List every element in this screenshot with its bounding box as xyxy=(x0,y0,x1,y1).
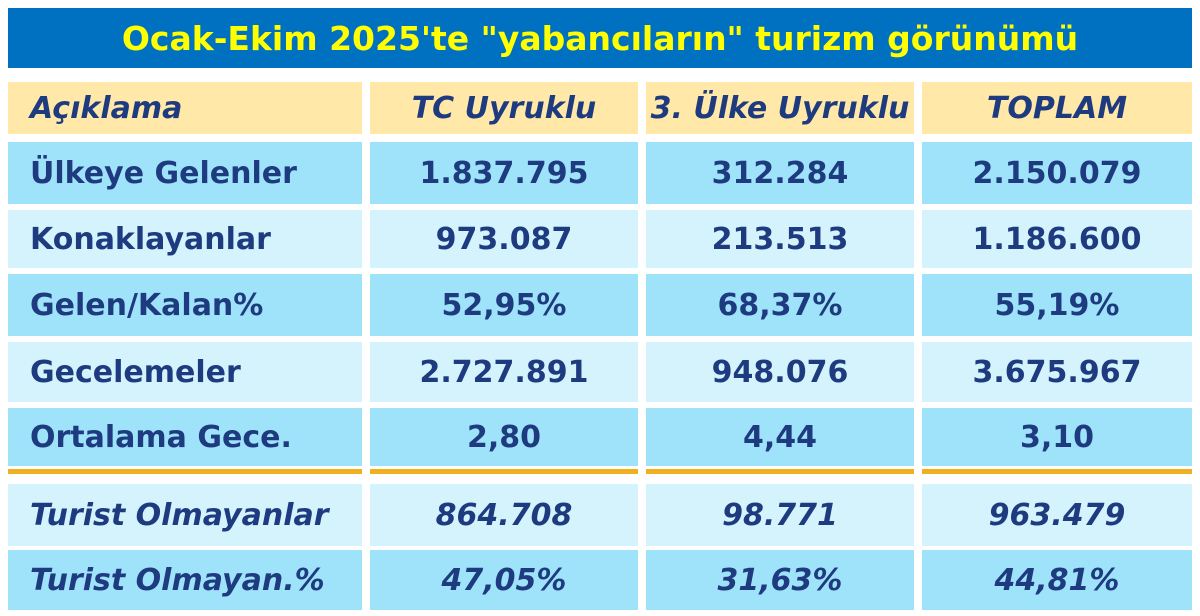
header-cell: Açıklama xyxy=(8,82,362,134)
separator xyxy=(8,469,362,474)
separator xyxy=(922,469,1192,474)
table-cell: 31,63% xyxy=(646,550,914,610)
table-cell: 4,44 xyxy=(646,408,914,466)
table-cell: 2.727.891 xyxy=(370,342,638,402)
table-cell: 963.479 xyxy=(922,484,1192,546)
table-cell: 3,10 xyxy=(922,408,1192,466)
table-cell: 2.150.079 xyxy=(922,142,1192,204)
separator xyxy=(646,469,914,474)
table-cell: 312.284 xyxy=(646,142,914,204)
table-cell: 52,95% xyxy=(370,274,638,336)
table-cell: 864.708 xyxy=(370,484,638,546)
header-cell: 3. Ülke Uyruklu xyxy=(646,82,914,134)
separator xyxy=(370,469,638,474)
table-cell: 973.087 xyxy=(370,210,638,268)
row-label: Gecelemeler xyxy=(8,342,362,402)
table-cell: 2,80 xyxy=(370,408,638,466)
row-label: Konaklayanlar xyxy=(8,210,362,268)
table-cell: 44,81% xyxy=(922,550,1192,610)
table-cell: 1.186.600 xyxy=(922,210,1192,268)
row-label: Gelen/Kalan% xyxy=(8,274,362,336)
table-cell: 47,05% xyxy=(370,550,638,610)
table-cell: 1.837.795 xyxy=(370,142,638,204)
row-label: Ortalama Gece. xyxy=(8,408,362,466)
table-cell: 213.513 xyxy=(646,210,914,268)
table-cell: 948.076 xyxy=(646,342,914,402)
header-cell: TC Uyruklu xyxy=(370,82,638,134)
table-cell: 68,37% xyxy=(646,274,914,336)
row-label: Ülkeye Gelenler xyxy=(8,142,362,204)
table-cell: 55,19% xyxy=(922,274,1192,336)
table-title: Ocak-Ekim 2025'te "yabancıların" turizm … xyxy=(8,8,1192,68)
header-cell: TOPLAM xyxy=(922,82,1192,134)
row-label: Turist Olmayan.% xyxy=(8,550,362,610)
table-cell: 3.675.967 xyxy=(922,342,1192,402)
table-cell: 98.771 xyxy=(646,484,914,546)
row-label: Turist Olmayanlar xyxy=(8,484,362,546)
